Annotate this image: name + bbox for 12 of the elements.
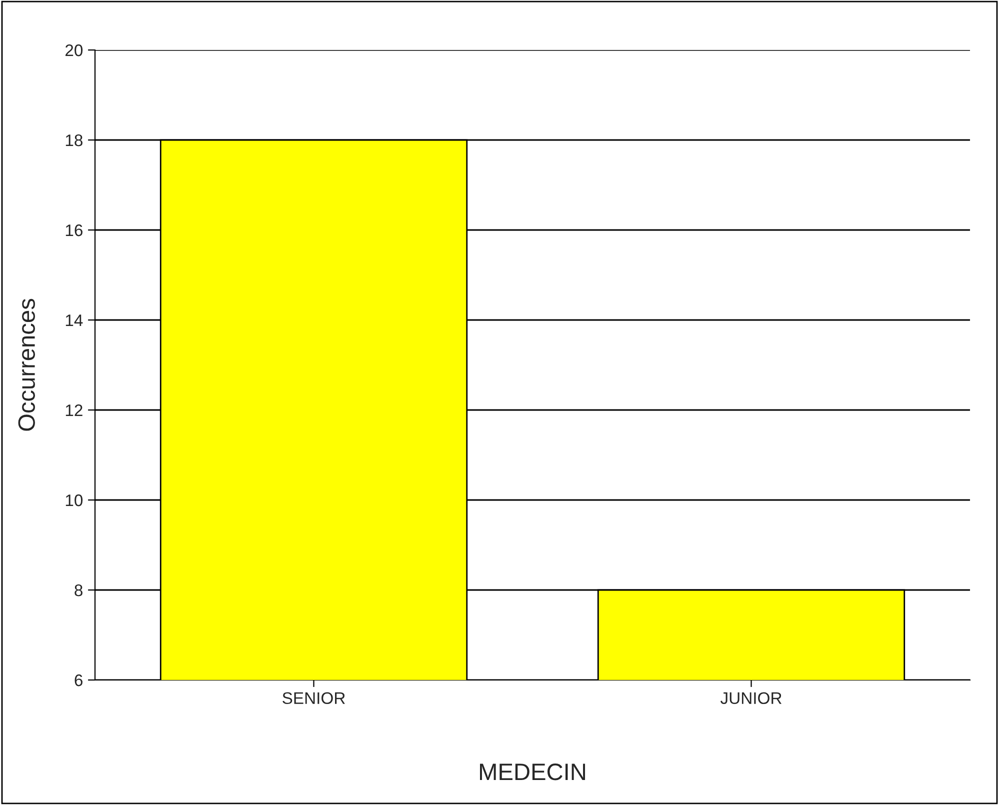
y-tick-label: 18 xyxy=(66,134,82,146)
y-tick-label: 8 xyxy=(74,584,82,596)
y-tick-label: 16 xyxy=(66,224,82,236)
y-axis-title: Occurrences xyxy=(18,298,35,431)
x-axis-title: MEDECIN xyxy=(480,764,586,780)
y-tick-label: 14 xyxy=(66,314,83,326)
y-tick-label: 10 xyxy=(66,494,83,506)
y-tick-label: 20 xyxy=(65,44,83,56)
y-tick-label: 6 xyxy=(74,674,82,686)
x-tick-label: JUNIOR xyxy=(720,692,782,704)
y-tick-label: 12 xyxy=(66,404,82,416)
x-tick-label: SENIOR xyxy=(282,692,345,704)
